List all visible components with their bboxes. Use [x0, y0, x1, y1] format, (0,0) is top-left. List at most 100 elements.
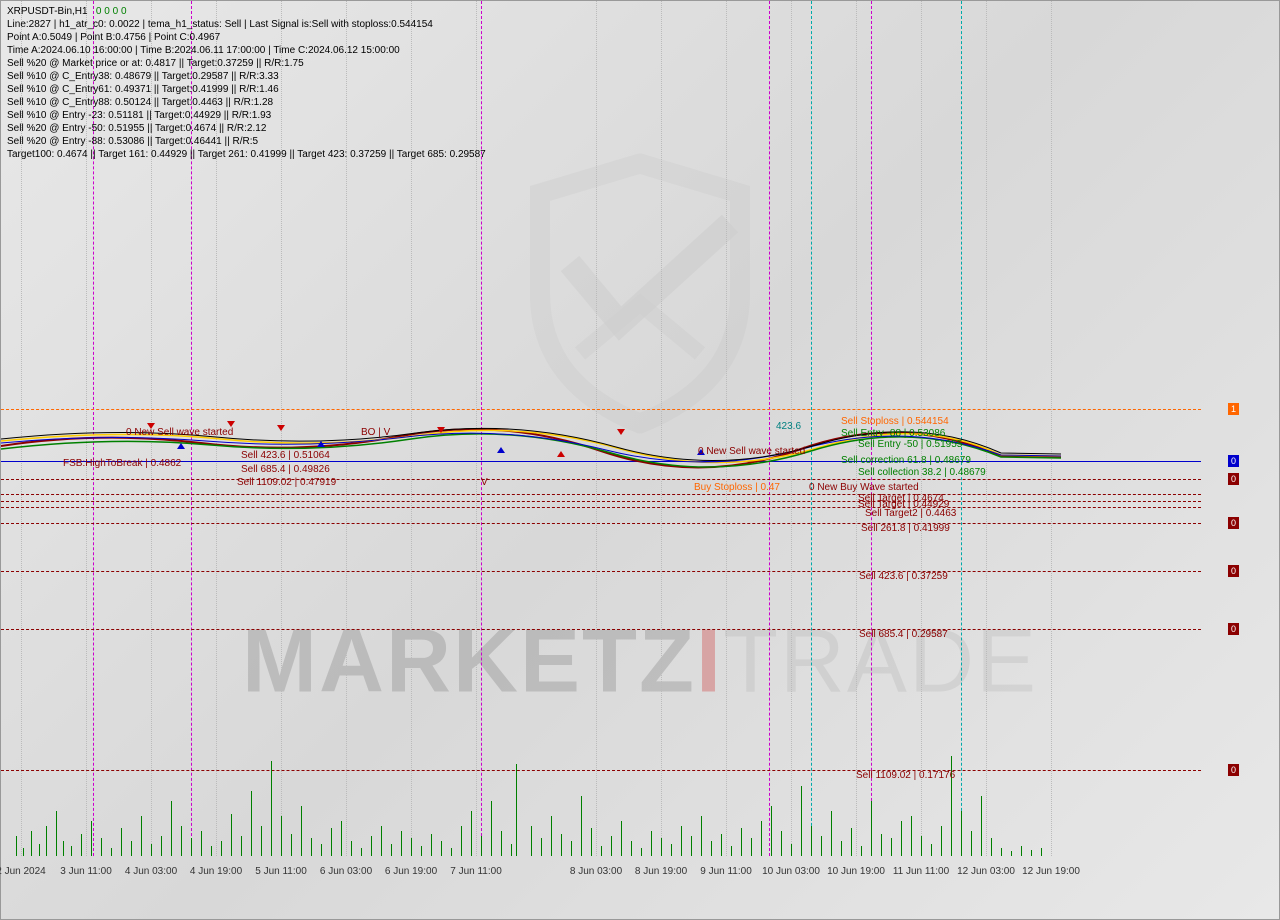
volume-bar: [901, 821, 902, 856]
volume-bar: [311, 838, 312, 856]
chart-annotation-label: Sell 685.4 | 0.49826: [241, 464, 330, 475]
volume-bar: [771, 806, 772, 856]
volume-bar: [39, 844, 40, 856]
volume-bar: [471, 811, 472, 856]
chart-annotation-label: Sell Entry -88 | 0.53086: [841, 428, 945, 439]
volume-bar: [661, 838, 662, 856]
header-info-line: Sell %20 @ Market price or at: 0.4817 ||…: [7, 57, 486, 70]
x-tick-label: 4 Jun 19:00: [190, 866, 242, 877]
horizontal-level-line: [1, 523, 1201, 524]
volume-bar: [201, 831, 202, 856]
horizontal-level-line: [1, 494, 1201, 495]
volume-bar: [251, 791, 252, 856]
y-axis-marker: 0: [1228, 764, 1239, 776]
header-info-line: Sell %20 @ Entry -50: 0.51955 || Target:…: [7, 122, 486, 135]
header-info-line: Sell %10 @ Entry -23: 0.51181 || Target:…: [7, 109, 486, 122]
x-tick-label: 8 Jun 19:00: [635, 866, 687, 877]
volume-bar: [1041, 848, 1042, 856]
volume-bar: [46, 826, 47, 856]
volume-bar: [1021, 846, 1022, 856]
volume-bar: [1001, 848, 1002, 856]
volume-bar: [351, 841, 352, 856]
header-info-line: Line:2827 | h1_atr_c0: 0.0022 | tema_h1_…: [7, 18, 486, 31]
chart-annotation-label: BO | V: [361, 427, 390, 438]
chart-annotation-label: Sell Stoploss | 0.544154: [841, 416, 949, 427]
x-tick-label: 12 Jun 19:00: [1022, 866, 1080, 877]
chart-annotation-label: Sell correction 61.8 | 0.48679: [841, 455, 971, 466]
y-axis-marker: 0: [1228, 565, 1239, 577]
volume-bar: [671, 844, 672, 856]
volume-bar: [391, 844, 392, 856]
volume-bar: [63, 841, 64, 856]
volume-bar: [101, 838, 102, 856]
volume-panel: [1, 736, 1241, 856]
volume-bar: [81, 834, 82, 856]
volume-bar: [1011, 851, 1012, 856]
chart-annotation-label: V: [481, 477, 488, 488]
volume-bar: [691, 836, 692, 856]
chart-annotation-label: Sell 423.6 | 0.51064: [241, 450, 330, 461]
horizontal-level-line: [1, 571, 1201, 572]
volume-bar: [481, 836, 482, 856]
volume-bar: [611, 836, 612, 856]
volume-bar: [241, 836, 242, 856]
volume-bar: [131, 841, 132, 856]
chart-annotation-label: 0 New Sell wave started: [126, 427, 233, 438]
volume-bar: [961, 811, 962, 856]
volume-bar: [591, 828, 592, 856]
volume-bar: [891, 838, 892, 856]
volume-bar: [941, 826, 942, 856]
volume-bar: [371, 836, 372, 856]
volume-bar: [981, 796, 982, 856]
volume-bar: [791, 844, 792, 856]
x-tick-label: 5 Jun 11:00: [255, 866, 307, 877]
volume-bar: [271, 761, 272, 856]
horizontal-level-line: [1, 409, 1201, 410]
x-tick-label: 9 Jun 11:00: [700, 866, 752, 877]
volume-bar: [681, 826, 682, 856]
volume-bar: [601, 846, 602, 856]
volume-bar: [711, 841, 712, 856]
volume-bar: [141, 816, 142, 856]
volume-bar: [516, 764, 517, 856]
volume-bar: [911, 816, 912, 856]
volume-bar: [161, 836, 162, 856]
volume-bar: [71, 846, 72, 856]
volume-bar: [531, 826, 532, 856]
x-tick-label: 6 Jun 03:00: [320, 866, 372, 877]
x-axis: 2 Jun 20243 Jun 11:004 Jun 03:004 Jun 19…: [1, 859, 1241, 879]
y-axis-marker: 0: [1228, 473, 1239, 485]
volume-bar: [731, 846, 732, 856]
horizontal-level-line: [1, 629, 1201, 630]
volume-bar: [111, 848, 112, 856]
chart-annotation-label: Sell collection 38.2 | 0.48679: [858, 467, 986, 478]
volume-bar: [23, 848, 24, 856]
header-info-line: Time A:2024.06.10 16:00:00 | Time B:2024…: [7, 44, 486, 57]
x-tick-label: 4 Jun 03:00: [125, 866, 177, 877]
chart-annotation-label: Sell 685.4 | 0.29587: [859, 629, 948, 640]
volume-bar: [56, 811, 57, 856]
volume-bar: [181, 826, 182, 856]
volume-bar: [221, 841, 222, 856]
volume-bar: [811, 826, 812, 856]
volume-bar: [411, 838, 412, 856]
volume-bar: [16, 836, 17, 856]
horizontal-level-line: [1, 501, 1201, 502]
header-info-line: Sell %10 @ C_Entry38: 0.48679 || Target:…: [7, 70, 486, 83]
volume-bar: [281, 816, 282, 856]
volume-bar: [701, 816, 702, 856]
header-info-line: Sell %20 @ Entry -88: 0.53086 || Target:…: [7, 135, 486, 148]
volume-bar: [581, 796, 582, 856]
x-tick-label: 12 Jun 03:00: [957, 866, 1015, 877]
chart-annotation-label: Sell 423.6 | 0.37259: [859, 571, 948, 582]
volume-bar: [741, 828, 742, 856]
volume-bar: [421, 846, 422, 856]
x-tick-label: 8 Jun 03:00: [570, 866, 622, 877]
volume-bar: [451, 848, 452, 856]
volume-bar: [851, 828, 852, 856]
chart-annotation-label: 423.6: [776, 421, 801, 432]
y-axis-marker: 0: [1228, 623, 1239, 635]
volume-bar: [491, 801, 492, 856]
volume-bar: [341, 821, 342, 856]
volume-bar: [761, 821, 762, 856]
